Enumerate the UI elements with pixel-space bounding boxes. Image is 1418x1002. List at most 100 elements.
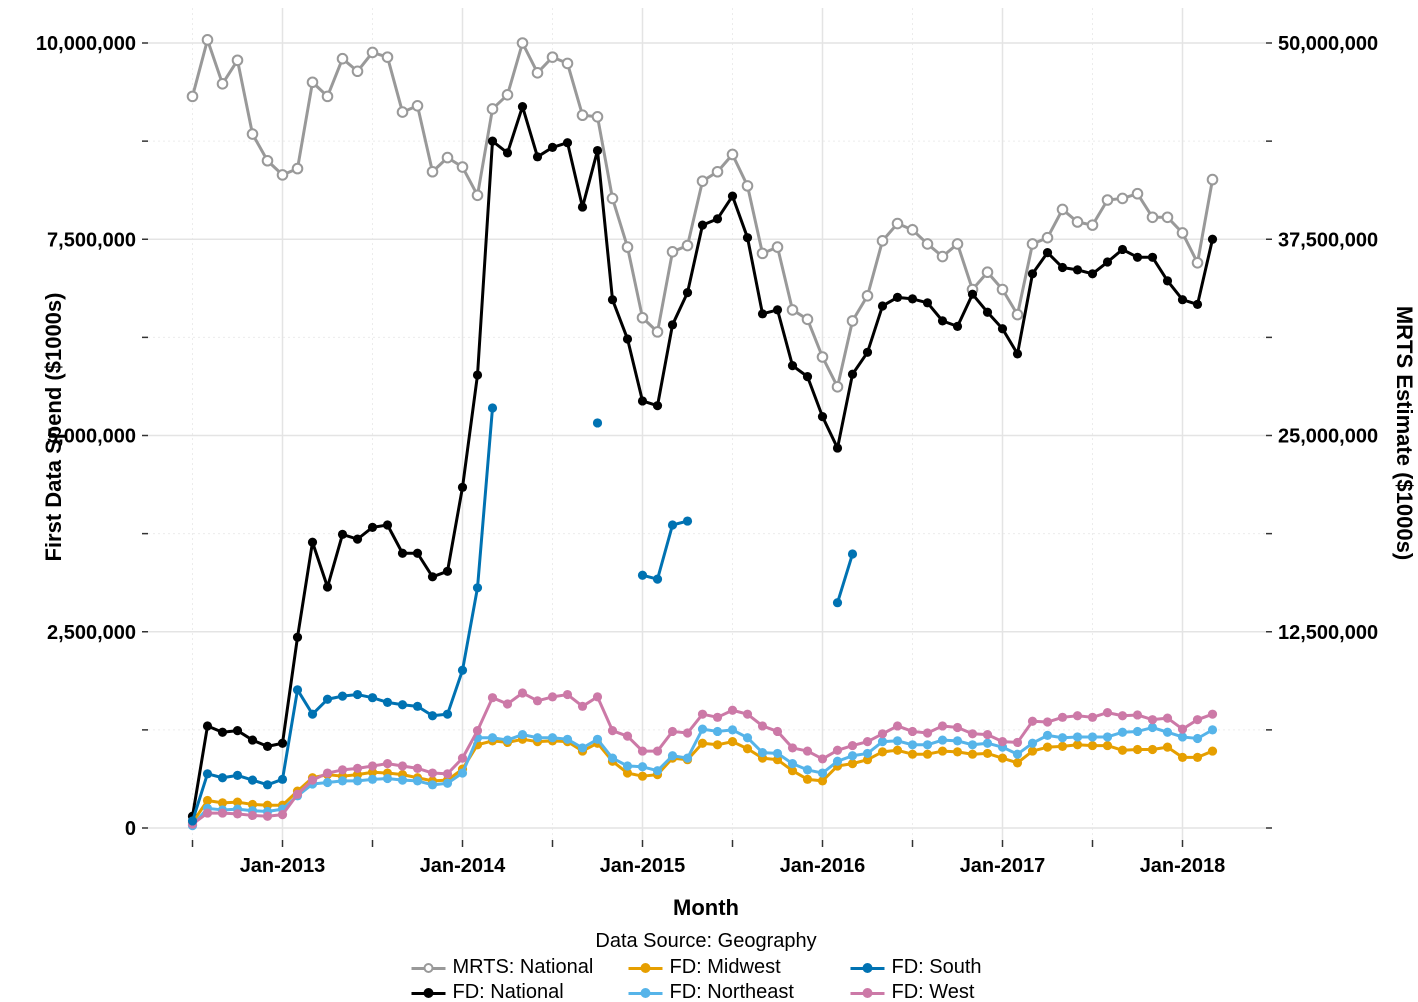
data-point [846,315,859,327]
data-point [622,761,633,771]
data-point [877,729,888,739]
data-point [457,768,468,778]
series-fd-west [187,688,1218,829]
data-point [1026,238,1039,250]
data-point [532,733,543,743]
axis-ticks [142,42,1272,847]
data-point [1042,717,1053,727]
data-point [726,148,739,161]
data-point [682,753,693,763]
data-point [711,165,724,178]
data-point [772,726,783,737]
data-point [217,773,228,783]
data-point [937,735,948,745]
data-point [1177,752,1188,762]
data-point [247,735,258,745]
data-point [1132,726,1143,737]
data-point [216,78,229,90]
data-point [472,370,483,380]
data-point [937,316,948,326]
data-point [652,766,663,776]
data-point [457,665,468,675]
data-point [712,214,723,224]
data-point [1012,737,1023,748]
data-point [1041,231,1054,244]
data-point [997,324,1008,334]
data-point [1102,732,1113,742]
data-point [922,728,933,738]
data-point [861,289,874,302]
data-point [1072,740,1083,750]
data-point [427,711,438,721]
data-point [202,769,213,779]
data-point [771,241,784,253]
data-point [592,418,603,428]
filled-circle-line-icon [850,987,885,999]
data-point [186,90,199,103]
data-point [652,746,663,756]
data-point [877,737,888,747]
data-point [682,516,693,526]
data-point [1027,716,1038,726]
data-point [532,696,543,706]
data-point [202,808,213,818]
data-point [937,746,948,756]
x-tick-label: Jan-2014 [420,855,506,877]
data-point [262,780,273,790]
data-point [352,776,363,786]
data-point [982,307,993,317]
data-point [1086,219,1099,231]
data-point [651,326,664,338]
data-point [832,745,843,755]
data-point [1146,211,1159,224]
data-point [351,65,364,78]
data-point [787,361,798,371]
y-left-tick-label: 5,000,000 [47,426,136,448]
data-point [382,773,393,784]
data-point [277,774,288,784]
data-point [322,582,333,592]
data-point [621,241,634,253]
data-point [427,572,438,582]
data-point [907,749,918,759]
data-point [727,725,738,735]
data-point [1147,715,1158,725]
data-point [862,737,873,747]
data-point [907,726,918,737]
data-point [487,733,498,743]
data-point [472,726,483,736]
data-point [892,736,903,746]
data-point [1072,732,1083,742]
data-point [742,709,753,719]
data-point [712,740,723,750]
data-point [1192,752,1203,762]
data-point [1116,192,1129,205]
data-point [276,169,289,181]
data-point [847,751,858,761]
data-point [1177,732,1188,742]
data-point [772,305,783,315]
data-point [442,778,453,788]
data-point [262,741,273,751]
data-point [471,189,484,202]
data-point [1027,738,1038,748]
x-tick-label: Jan-2016 [780,855,866,877]
data-point [952,321,963,331]
data-point [381,51,394,63]
legend-item-fd-national: FD: National [411,981,617,1002]
data-point [1012,349,1023,359]
data-point [637,396,648,406]
filled-circle-line-icon [411,987,446,999]
data-point [277,810,288,820]
data-point [562,689,573,700]
data-point [1087,269,1098,279]
data-point [292,789,303,799]
data-point [967,729,978,739]
data-point [696,175,709,187]
data-point [1192,299,1203,310]
legend: Data Source: Geography MRTS: National FD:… [411,930,1001,1002]
data-point [1131,187,1144,200]
data-point [322,694,333,704]
legend-item-mrts-national: MRTS: National [411,956,617,979]
